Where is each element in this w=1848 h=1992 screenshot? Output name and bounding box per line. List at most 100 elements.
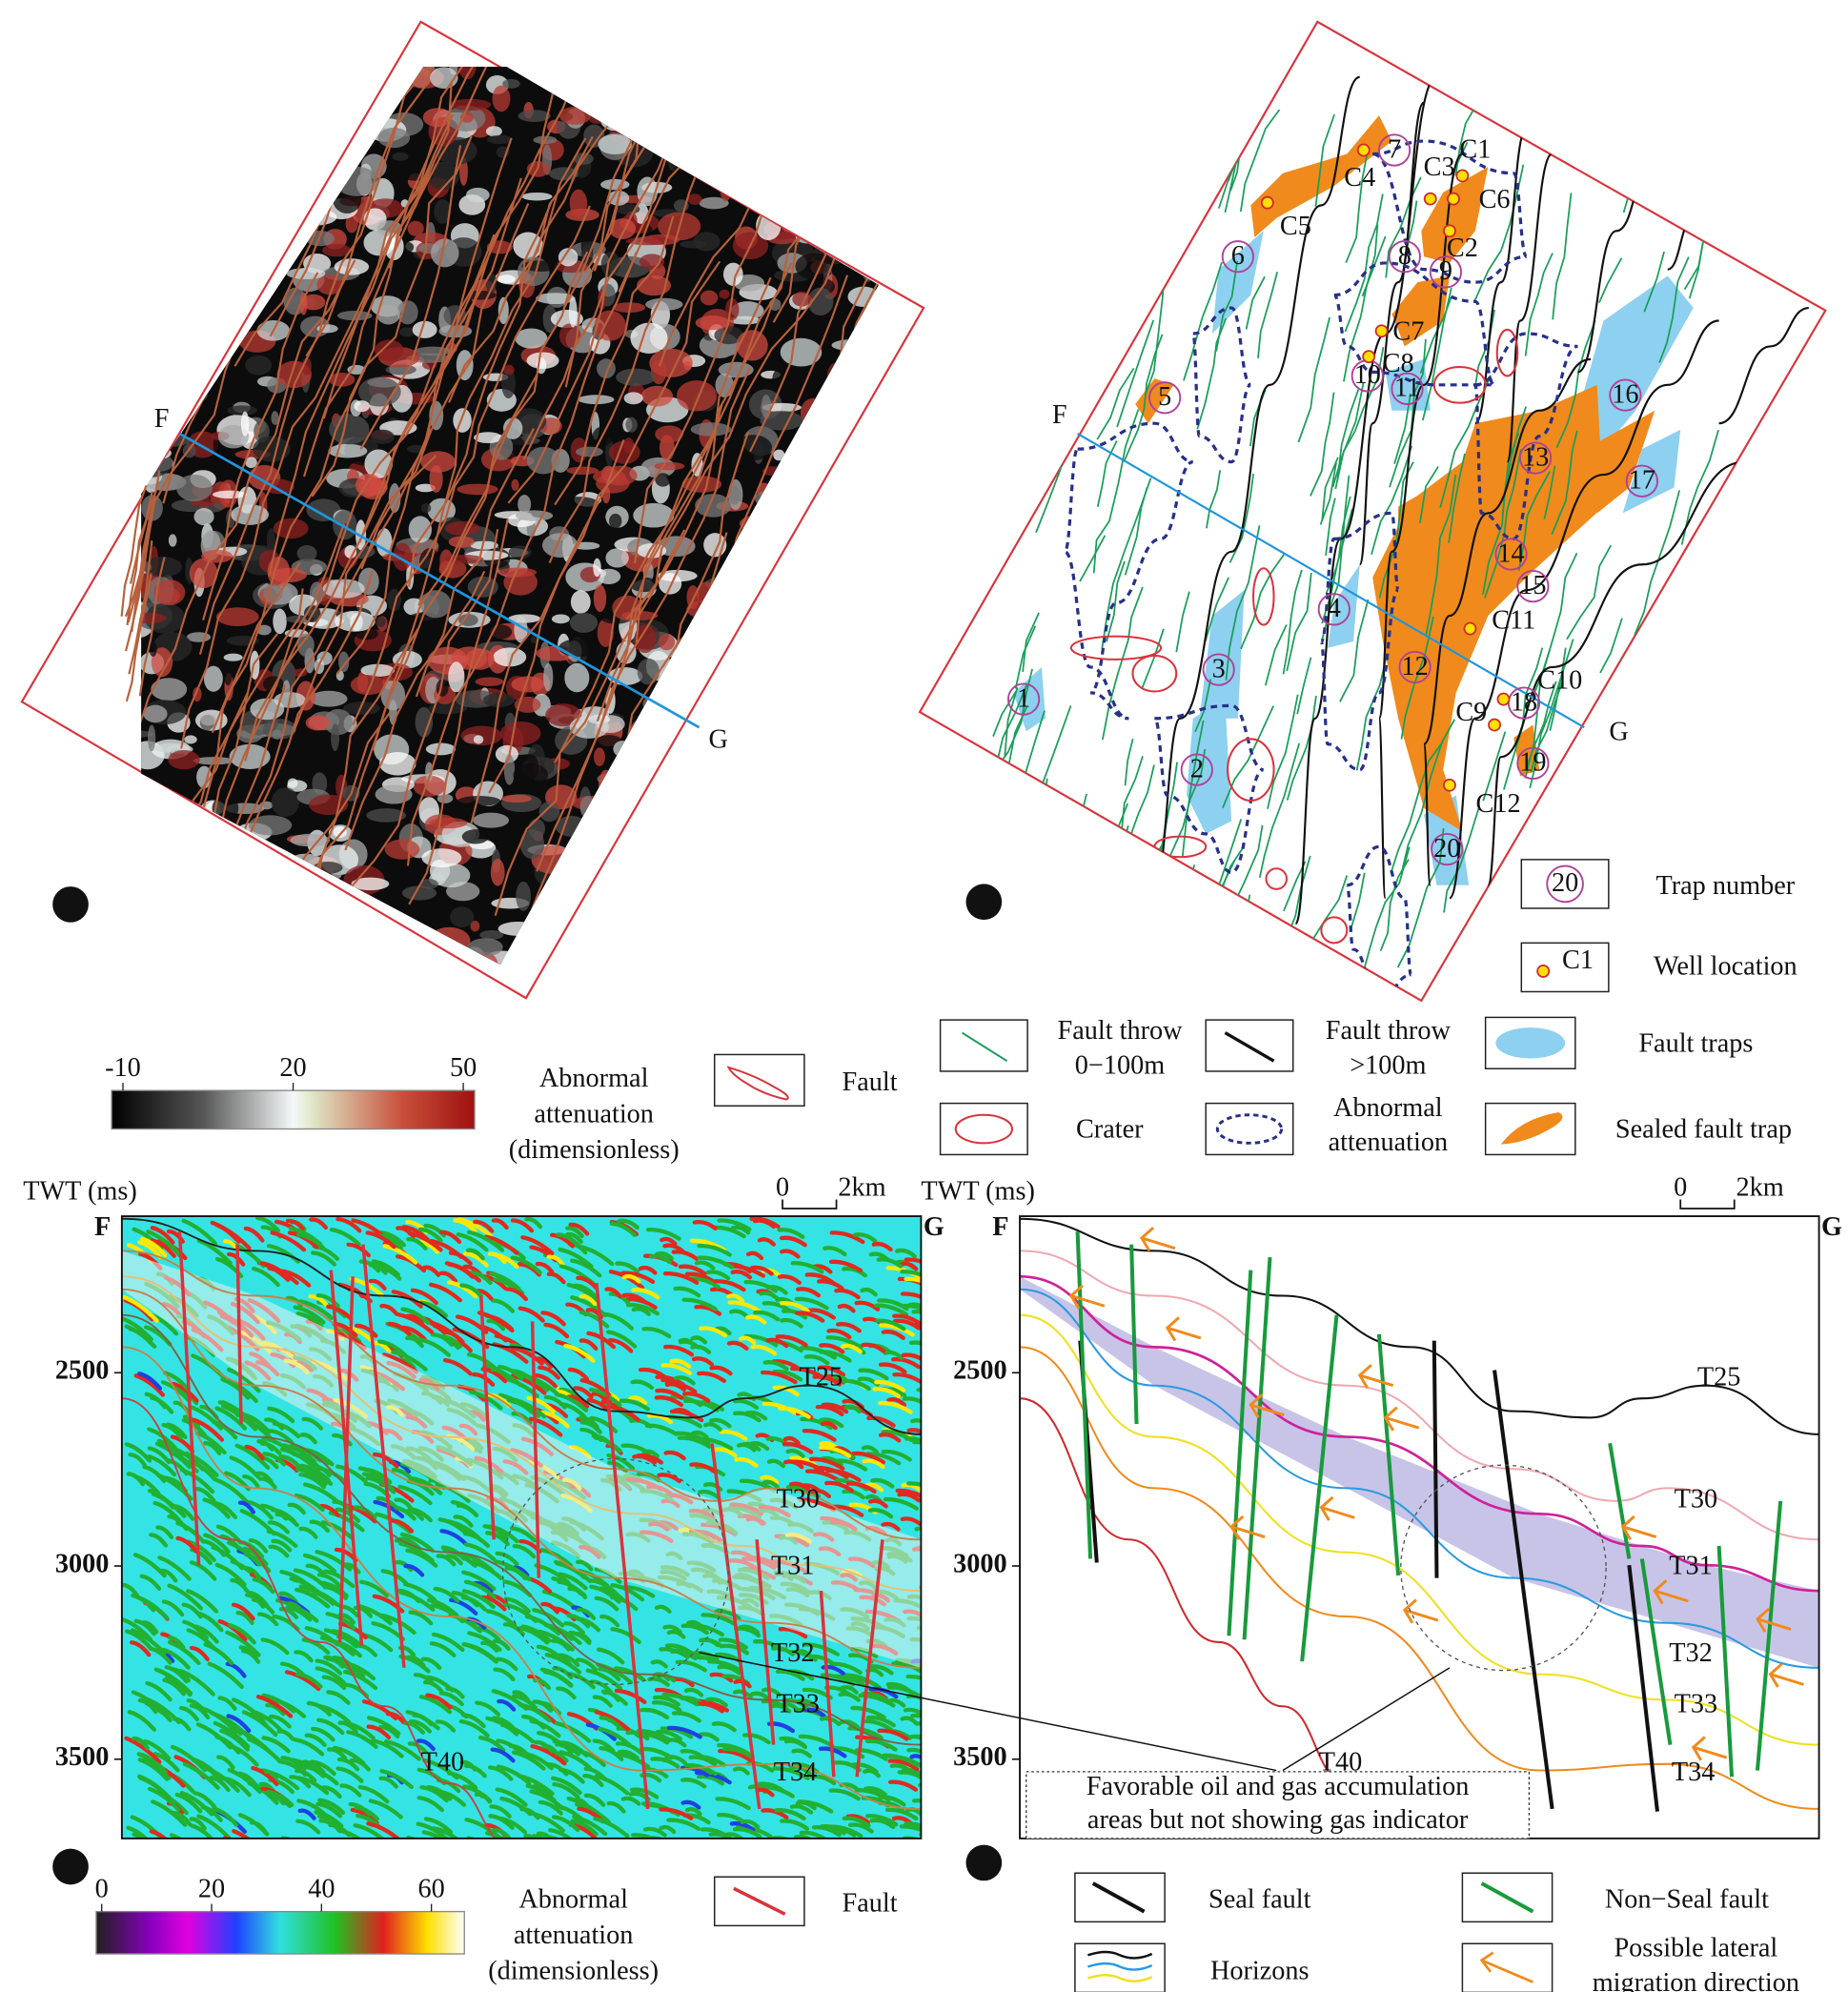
texture [141,249,166,272]
seismic-event [128,1453,147,1468]
texture [568,296,578,328]
seismic-event [315,1666,346,1685]
seismic-event [320,1785,342,1799]
seismic-event [473,1219,495,1233]
texture [149,49,188,57]
crater [1131,654,1178,693]
seismic-event [697,1243,732,1257]
seismic-event [666,1725,702,1739]
texture [475,677,504,686]
horizon-label: T33 [776,1690,820,1719]
texture [306,911,333,932]
texture [569,189,588,217]
fault-minor [1543,465,1556,519]
seismic-event [836,1322,862,1333]
texture [668,43,702,62]
texture [836,871,847,896]
trap-number: 11 [1394,374,1420,403]
texture [144,326,171,345]
legend-label: Non−Seal fault [1605,1884,1769,1914]
fault-minor [1183,261,1223,381]
texture [443,305,467,327]
texture [850,817,879,840]
seismic-event [762,1479,780,1490]
seismic-event [129,1640,152,1657]
texture [666,860,699,887]
texture [308,905,322,918]
texture [820,828,841,853]
seismic-event [287,1502,306,1515]
texture [284,208,313,225]
seismic-event [697,1371,726,1383]
texture [860,187,879,199]
seismic-event [295,1819,321,1835]
seismic-event [652,1695,680,1707]
texture [121,889,136,914]
fault-minor [1482,731,1507,802]
texture [774,545,791,575]
seismic-event [301,1416,324,1431]
texture [515,328,548,349]
seismic-event [780,1249,801,1259]
seismic-event [425,1693,453,1710]
texture [644,66,670,70]
texture [850,789,879,814]
texture [784,169,824,194]
fault-trace [344,570,486,851]
texture [596,799,636,818]
migration-arrow [1165,1316,1202,1342]
fault [855,1539,884,1778]
seismic-event [438,1270,458,1284]
seismic-event [631,1307,651,1316]
seismic-event [492,1638,511,1651]
texture [794,783,809,800]
seismic-event [675,1659,707,1673]
seismic-event [145,1680,173,1702]
seismic-event [361,1699,398,1720]
texture [353,926,396,946]
texture [877,556,879,574]
seismic-event [732,1826,762,1839]
texture [519,829,545,860]
texture [826,362,843,393]
fault-minor [1126,113,1146,171]
seismic-event [851,1451,885,1465]
seismic-event [372,1452,399,1469]
texture [351,877,390,891]
texture [768,844,789,866]
texture [429,817,468,829]
texture [794,112,823,122]
fault-minor [1194,679,1212,733]
seismic-event [662,1243,685,1253]
fault-minor [1158,864,1196,984]
seismic-event [625,1303,660,1316]
seismic-event [196,1238,233,1266]
texture [609,513,622,529]
fault-trace [311,135,473,498]
texture [141,927,152,943]
texture [719,289,730,299]
fault-minor [1116,319,1155,428]
section-line [1077,433,1585,729]
seismic-event [575,1559,594,1572]
seismic-event [779,1736,807,1748]
seismic-event [673,1375,696,1386]
seismic-event [887,1758,920,1772]
seismic-event [858,1368,889,1381]
seismic-event [798,1734,835,1748]
texture [499,721,541,746]
texture [695,315,730,331]
seismic-event [261,1736,291,1754]
seismic-event [526,1395,556,1414]
seismic-event [698,1732,720,1742]
seismic-event [803,1354,830,1366]
seismic-event [664,1755,687,1765]
seismic-event [497,1365,524,1381]
seismic-event [832,1674,865,1687]
texture [419,879,438,889]
fault-minor [1092,409,1140,574]
fault-minor [1552,193,1573,320]
seismic-event [802,1707,826,1718]
texture [835,773,858,792]
abnormal-attenuation [1063,421,1194,721]
